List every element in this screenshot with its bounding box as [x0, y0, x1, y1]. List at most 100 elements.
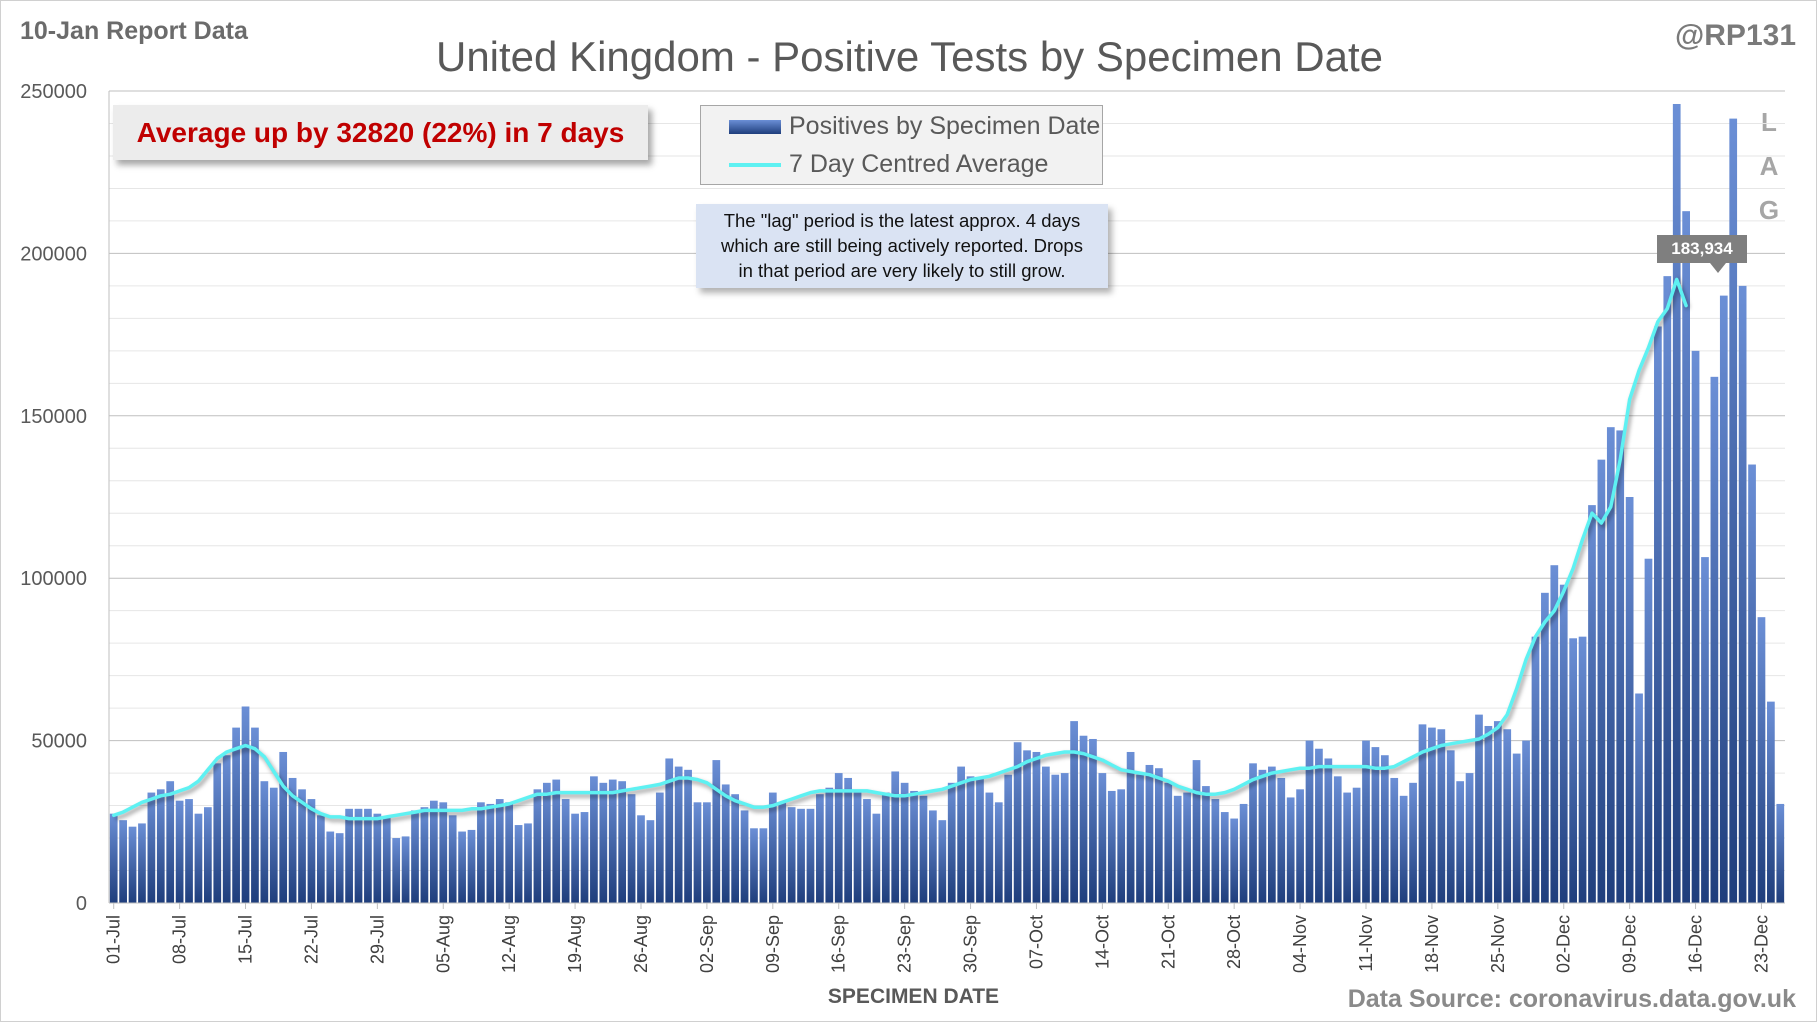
bar-positives	[684, 769, 692, 903]
x-tick-label: 05-Aug	[433, 915, 453, 973]
x-tick-label: 09-Dec	[1620, 915, 1640, 973]
lag-letter: A	[1760, 151, 1779, 181]
bar-positives	[1173, 795, 1182, 903]
data-source: Data Source: coronavirus.data.gov.uk	[1347, 985, 1796, 1013]
bar-positives	[1719, 295, 1728, 903]
chart-title: United Kingdom - Positive Tests by Speci…	[435, 33, 1383, 80]
bar-positives	[298, 789, 306, 903]
bar-positives	[1117, 789, 1126, 903]
x-tick-label: 04-Nov	[1290, 915, 1310, 973]
bar-positives	[1588, 505, 1596, 903]
bar-positives	[1578, 636, 1587, 903]
bar-positives	[420, 807, 429, 903]
x-tick-label: 02-Dec	[1554, 915, 1574, 973]
bar-positives	[599, 782, 608, 903]
bar-positives	[910, 790, 918, 903]
x-tick-label: 23-Sep	[895, 915, 915, 973]
bar-positives	[637, 815, 645, 903]
bar-positives	[477, 802, 485, 903]
callout-pointer	[1710, 263, 1726, 273]
bar-positives	[900, 782, 909, 903]
bar-positives	[1239, 803, 1248, 903]
y-tick-label: 250000	[20, 81, 87, 103]
bar-positives	[1051, 774, 1060, 903]
bar-positives	[938, 820, 947, 903]
bar-positives	[1729, 118, 1738, 903]
bar-positives	[1748, 464, 1756, 903]
average-change-box: Average up by 32820 (22%) in 7 days	[113, 105, 648, 160]
bar-positives	[1569, 638, 1578, 903]
bar-positives	[382, 816, 391, 903]
bar-positives	[1446, 750, 1455, 903]
bar-positives	[1456, 781, 1465, 903]
bar-positives	[1211, 799, 1220, 903]
bar-positives	[1672, 103, 1681, 903]
bar-positives	[929, 810, 937, 903]
bar-positives	[1409, 782, 1417, 903]
bar-positives	[844, 777, 852, 903]
bar-positives	[731, 794, 740, 903]
legend: Positives by Specimen Date 7 Day Centred…	[700, 105, 1103, 185]
bar-positives	[561, 799, 570, 903]
bar-positives	[580, 812, 589, 903]
y-tick-label: 100000	[20, 568, 87, 590]
bar-positives	[1606, 427, 1615, 903]
bar-positives	[825, 787, 834, 903]
x-tick-label: 22-Jul	[301, 915, 321, 964]
bar-positives	[307, 799, 316, 903]
bar-positives	[881, 792, 890, 903]
bar-positives	[1089, 738, 1097, 903]
bar-positives	[1202, 786, 1210, 903]
bar-positives	[269, 787, 278, 903]
x-tick-label: 12-Aug	[499, 915, 519, 973]
x-tick-label: 14-Oct	[1092, 915, 1112, 969]
bar-positives	[1352, 787, 1361, 903]
bar-positives	[1192, 760, 1201, 903]
bar-positives	[787, 807, 796, 903]
bar-positives	[1522, 740, 1530, 903]
bar-positives	[1277, 777, 1286, 903]
bar-positives	[1343, 792, 1352, 903]
legend-label-average: 7 Day Centred Average	[789, 150, 1049, 178]
bar-positives	[1682, 211, 1690, 903]
bar-positives	[1710, 376, 1719, 904]
y-tick-label: 200000	[20, 243, 87, 265]
bar-positives	[552, 779, 561, 903]
bar-positives	[712, 760, 721, 903]
bar-positives	[1126, 751, 1135, 903]
bar-positives	[260, 781, 269, 903]
bar-positives	[119, 820, 127, 903]
x-tick-label: 25-Nov	[1488, 915, 1508, 973]
bar-positives	[853, 792, 862, 903]
bar-positives	[166, 781, 175, 903]
bar-positives	[1541, 592, 1549, 903]
bar-positives	[373, 813, 382, 903]
bar-positives	[1767, 701, 1775, 903]
bar-positives	[1625, 497, 1634, 903]
y-tick-label: 50000	[31, 731, 87, 753]
bar-positives	[1220, 812, 1229, 903]
bar-positives	[1399, 795, 1408, 903]
bar-positives	[1070, 721, 1078, 903]
bar-positives	[947, 782, 956, 903]
bar-positives	[1531, 636, 1540, 903]
average-line-shadow	[115, 276, 1690, 824]
bar-positives	[1267, 766, 1276, 903]
line-swatch-icon	[729, 162, 781, 167]
bar-positives	[1428, 727, 1436, 903]
bar-positives	[1654, 326, 1662, 904]
bar-positives	[524, 823, 532, 903]
bar-positives	[863, 799, 871, 903]
y-tick-label: 0	[76, 893, 87, 915]
bar-positives	[185, 799, 193, 903]
bar-positives	[1691, 350, 1700, 904]
bar-positives	[514, 825, 523, 903]
bar-positives	[109, 813, 118, 903]
bar-positives	[128, 826, 137, 903]
bar-positives	[204, 807, 212, 903]
bar-positives	[1550, 565, 1559, 903]
lag-note-line-3: in that period are very likely to still …	[738, 260, 1066, 281]
bar-positives	[439, 802, 448, 903]
average-line	[111, 277, 1688, 821]
x-tick-label: 18-Nov	[1422, 915, 1442, 973]
